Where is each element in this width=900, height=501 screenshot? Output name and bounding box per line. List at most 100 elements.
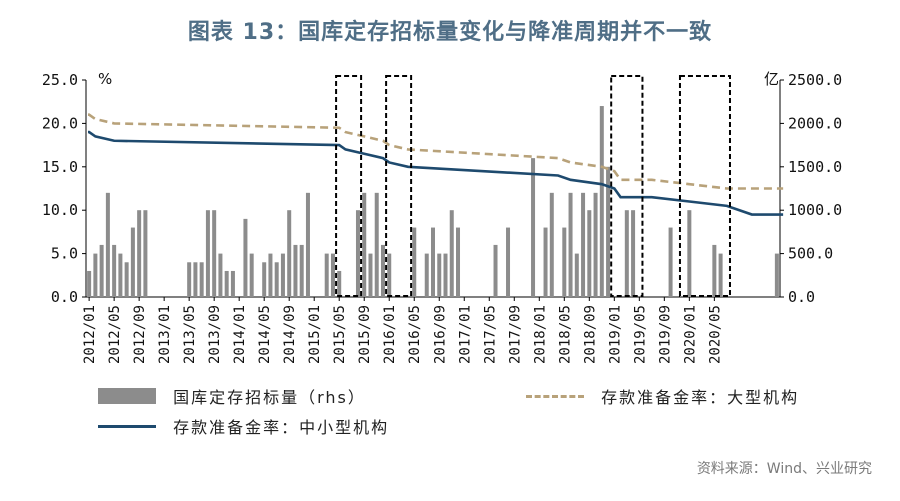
bar bbox=[299, 244, 304, 297]
right-tick-label: 0.0 bbox=[788, 288, 815, 306]
highlight-box bbox=[335, 75, 363, 297]
bar bbox=[337, 270, 342, 297]
bar bbox=[668, 227, 673, 297]
bar bbox=[599, 106, 604, 297]
bar bbox=[581, 192, 586, 297]
bar bbox=[105, 192, 110, 297]
legend-bars: 国库定存招标量（rhs） bbox=[98, 384, 366, 408]
left-tick-label: 20.0 bbox=[42, 114, 78, 132]
bar bbox=[606, 166, 611, 297]
bar bbox=[412, 227, 417, 297]
bar bbox=[330, 253, 335, 297]
x-tick-label: 2017/09 bbox=[507, 305, 523, 364]
x-tick-label: 2019/01 bbox=[607, 305, 623, 364]
bar bbox=[143, 210, 148, 297]
left-tick-label: 15.0 bbox=[42, 158, 78, 176]
bar bbox=[230, 270, 235, 297]
x-tick-label: 2013/01 bbox=[157, 305, 173, 364]
x-tick-label: 2013/05 bbox=[182, 305, 198, 364]
legend-bar-swatch bbox=[98, 388, 156, 404]
legend-bar-label: 国库定存招标量（rhs） bbox=[173, 388, 366, 407]
right-unit-label: 亿 bbox=[764, 70, 779, 88]
bar bbox=[493, 244, 498, 297]
bar bbox=[568, 192, 573, 297]
x-tick-label: 2014/01 bbox=[232, 305, 248, 364]
bar bbox=[137, 210, 142, 297]
x-tick-label: 2012/01 bbox=[82, 305, 98, 364]
legend-small-label: 存款准备金率：中小型机构 bbox=[173, 418, 390, 437]
x-tick-label: 2017/01 bbox=[457, 305, 473, 364]
bar bbox=[449, 210, 454, 297]
bar bbox=[268, 253, 273, 297]
bar bbox=[437, 253, 442, 297]
x-tick-label: 2016/01 bbox=[382, 305, 398, 364]
right-tick-label: 2500.0 bbox=[788, 71, 842, 89]
bar bbox=[456, 227, 461, 297]
bar bbox=[274, 262, 279, 297]
series-line-small bbox=[88, 130, 784, 216]
x-tick-label: 2015/05 bbox=[332, 305, 348, 364]
bar bbox=[287, 210, 292, 297]
x-tick-label: 2018/05 bbox=[557, 305, 573, 364]
x-tick-label: 2014/09 bbox=[282, 305, 298, 364]
left-tick-label: 0.0 bbox=[51, 288, 78, 306]
bar bbox=[443, 253, 448, 297]
chart-title: 图表 13：国库定存招标量变化与降准周期并不一致 bbox=[187, 20, 713, 45]
x-tick-label: 2012/09 bbox=[132, 305, 148, 364]
bar bbox=[293, 244, 298, 297]
bar bbox=[212, 210, 217, 297]
bar bbox=[112, 244, 117, 297]
x-tick-label: 2015/01 bbox=[307, 305, 323, 364]
bar bbox=[218, 253, 223, 297]
bar bbox=[324, 253, 329, 297]
x-tick-label: 2014/05 bbox=[257, 305, 273, 364]
bar bbox=[305, 192, 310, 297]
x-tick-label: 2012/05 bbox=[107, 305, 123, 364]
bar bbox=[631, 210, 636, 297]
bar bbox=[362, 192, 367, 297]
bar bbox=[374, 192, 379, 297]
bar bbox=[118, 253, 123, 297]
left-unit-label: % bbox=[98, 70, 112, 88]
bar bbox=[124, 262, 129, 297]
bar bbox=[549, 192, 554, 297]
left-tick-label: 25.0 bbox=[42, 71, 78, 89]
bar bbox=[687, 210, 692, 297]
bar bbox=[387, 253, 392, 297]
bar bbox=[574, 253, 579, 297]
x-tick-label: 2019/05 bbox=[632, 305, 648, 364]
bar bbox=[712, 244, 717, 297]
x-tick-label: 2020/01 bbox=[682, 305, 698, 364]
bar bbox=[262, 262, 267, 297]
bar bbox=[562, 227, 567, 297]
highlight-box bbox=[610, 75, 644, 297]
highlight-box bbox=[385, 75, 413, 297]
legend-small: 存款准备金率：中小型机构 bbox=[98, 414, 389, 438]
x-tick-label: 2016/09 bbox=[432, 305, 448, 364]
bar bbox=[224, 270, 229, 297]
bar bbox=[587, 210, 592, 297]
x-tick-label: 2019/09 bbox=[657, 305, 673, 364]
bar bbox=[368, 253, 373, 297]
series-line-large bbox=[88, 113, 784, 190]
bar bbox=[205, 210, 210, 297]
bar bbox=[280, 253, 285, 297]
highlight-box bbox=[678, 75, 731, 297]
bar bbox=[187, 262, 192, 297]
x-tick-label: 2013/09 bbox=[207, 305, 223, 364]
source-note: 资料来源：Wind、兴业研究 bbox=[696, 461, 872, 477]
bar bbox=[99, 244, 104, 297]
bar bbox=[543, 227, 548, 297]
bar bbox=[380, 244, 385, 297]
bar bbox=[87, 270, 92, 297]
bar bbox=[130, 227, 135, 297]
legend-small-swatch bbox=[98, 424, 156, 428]
bar bbox=[593, 192, 598, 297]
x-tick-label: 2015/09 bbox=[357, 305, 373, 364]
bar bbox=[430, 227, 436, 297]
right-tick-label: 1500.0 bbox=[788, 158, 842, 176]
legend-large-swatch bbox=[526, 394, 584, 398]
bar bbox=[355, 210, 360, 297]
legend-large-label: 存款准备金率：大型机构 bbox=[601, 388, 800, 407]
